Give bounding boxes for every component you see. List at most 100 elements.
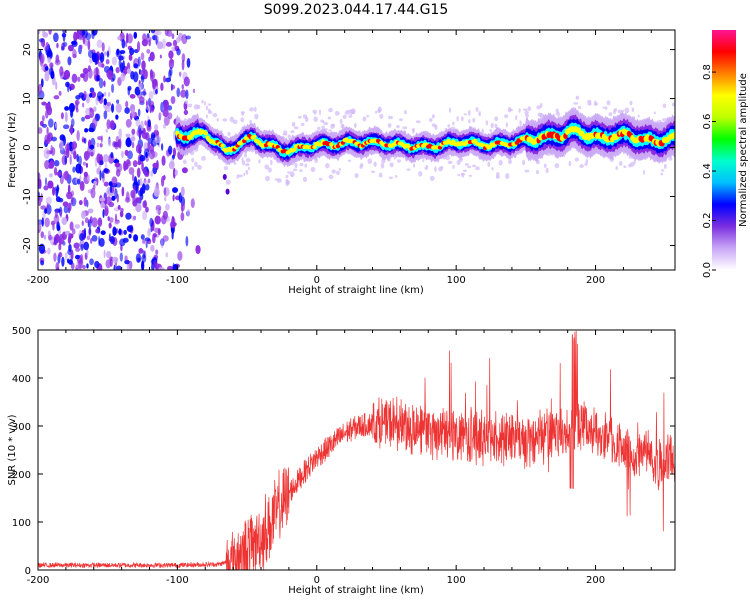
faint-blob [545,167,549,174]
noise-blob [162,124,167,129]
faint-blob [399,118,403,122]
snr-x-tick-label: 100 [447,575,466,586]
noise-blob [83,150,91,160]
noise-blob [145,241,148,249]
faint-blob [485,120,489,126]
noise-blob [83,196,87,207]
faint-blob [227,131,231,136]
noise-blob [180,89,187,98]
noise-blob [103,181,109,187]
noise-blob [154,215,161,225]
noise-blob [67,81,70,93]
noise-blob [190,198,195,209]
noise-blob [181,34,188,45]
noise-blob [46,126,49,135]
faint-blob [328,129,332,132]
noise-blob [99,55,103,60]
noise-blob [180,212,185,222]
faint-blob [623,165,627,169]
spectrogram-y-tick-label: 20 [22,43,33,56]
snr-y-ticks: 0 100 200 300 400 500 [12,326,675,577]
faint-blob [328,174,334,180]
noise-blob [84,114,91,120]
faint-blob [671,102,675,107]
noise-blob [48,30,52,35]
faint-blob [367,158,373,165]
noise-blob [106,101,112,107]
faint-blob [460,173,466,176]
faint-blob [205,105,208,111]
noise-blob [127,87,131,96]
noise-blob [195,244,201,255]
faint-blob [348,109,354,115]
noise-blob [143,69,148,80]
noise-blob [92,117,98,128]
noise-blob [40,231,45,239]
faint-blob [313,116,318,122]
noise-blob [155,249,159,255]
noise-blob [116,99,120,104]
noise-blob [114,188,118,200]
noise-blob [131,215,137,221]
noise-blob [74,99,80,106]
noise-blob [93,53,99,62]
noise-blob [59,66,64,77]
spectrogram-x-tick-label: 200 [586,275,605,286]
faint-blob [450,126,456,130]
faint-blob [245,163,250,167]
snr-frame [37,329,676,571]
faint-blob [208,110,213,115]
noise-blob [144,120,147,126]
faint-blob [487,161,491,167]
noise-blob [125,191,130,202]
noise-blob [141,60,146,71]
faint-blob [267,167,272,173]
noise-blob [62,201,69,207]
faint-blob [304,116,309,123]
noise-blob [80,243,84,251]
noise-blob [181,205,184,213]
noise-blob [125,212,132,220]
noise-blob [106,119,111,130]
noise-blob [43,234,47,240]
faint-blob [341,123,344,129]
noise-blob [150,30,156,34]
faint-blob [258,159,261,164]
noise-blob [146,49,151,54]
ridge-mark [437,145,443,150]
faint-blob [353,122,357,129]
noise-blob [69,154,72,165]
colorbar-tick-label: 0.4 [702,163,713,179]
noise-blob [94,260,100,269]
noise-blob [93,180,97,186]
noise-blob [154,135,162,144]
noise-blob [45,196,52,205]
noise-blob [111,176,118,186]
noise-blob [152,80,157,90]
faint-blob [463,113,467,116]
faint-blob [535,170,540,175]
noise-blob [95,66,99,76]
noise-blob [97,136,103,141]
noise-blob [127,161,132,167]
noise-blob [77,76,81,82]
spectrogram-y-tick-label: 10 [22,92,33,105]
snr-y-tick-label: 300 [12,422,31,433]
faint-blob [287,134,291,139]
faint-blob [668,157,673,161]
noise-blob [120,244,123,252]
faint-blob [418,170,423,177]
noise-blob [63,205,69,214]
spectrogram-x-tick-label: 0 [314,275,320,286]
noise-blob [64,106,70,111]
faint-blob [321,125,325,130]
noise-blob [125,40,128,48]
noise-blob [38,243,46,254]
noise-blob [112,256,119,263]
noise-blob [101,42,105,52]
noise-blob [63,69,71,80]
noise-blob [60,112,64,120]
noise-blob [141,260,145,270]
faint-blob [265,175,270,182]
noise-blob [137,179,141,186]
